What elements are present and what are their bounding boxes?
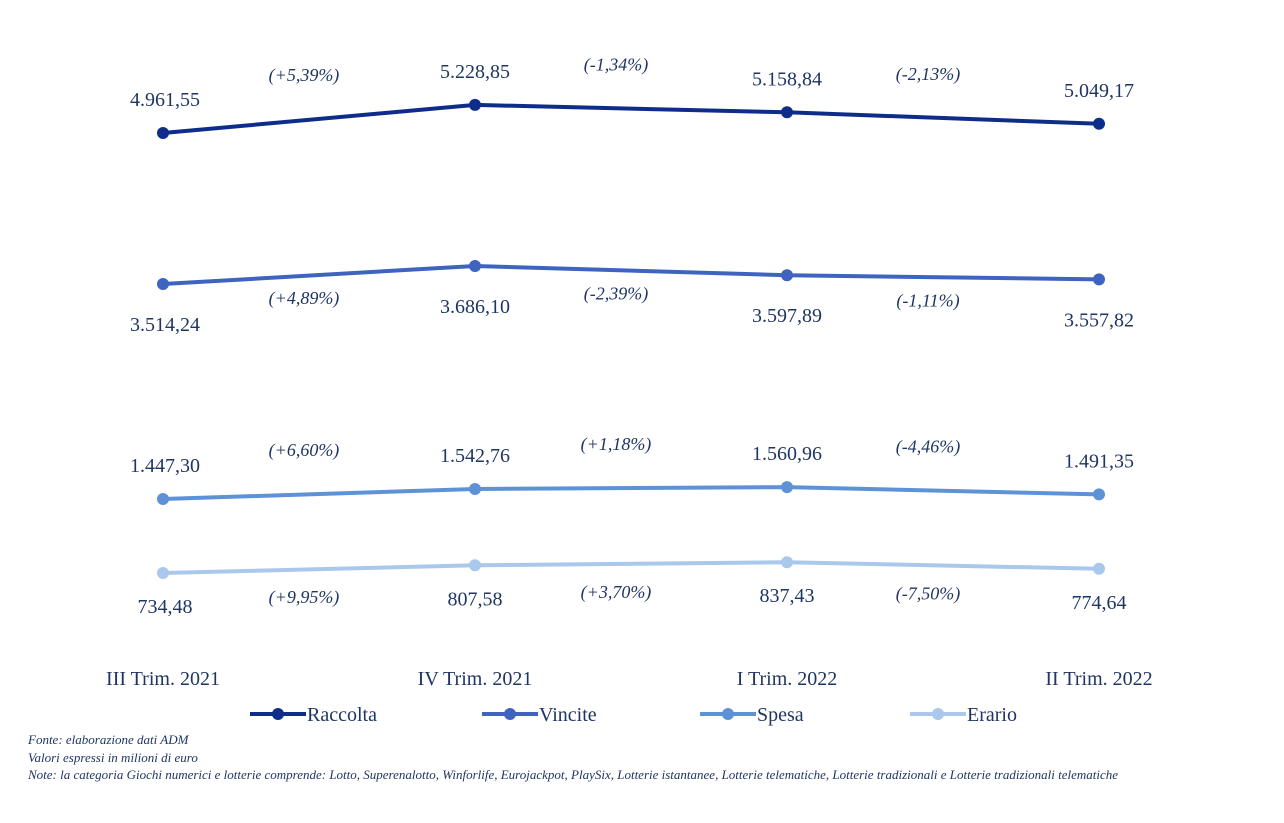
x-tick-label: III Trim. 2021 [106, 668, 220, 690]
series-line-raccolta [162, 102, 1100, 135]
data-label-raccolta: 4.961,55 [130, 89, 200, 111]
series-line-vincite [162, 263, 1100, 286]
data-point-raccolta [157, 127, 169, 139]
data-point-spesa [157, 493, 169, 505]
change-label-erario: (+3,70%) [581, 582, 652, 603]
data-label-erario: 807,58 [448, 588, 503, 610]
change-label-raccolta: (+5,39%) [269, 65, 340, 86]
legend-label-spesa: Spesa [757, 704, 804, 726]
series-line-erario [162, 560, 1100, 575]
data-label-raccolta: 5.228,85 [440, 61, 510, 83]
data-label-raccolta: 5.158,84 [752, 68, 822, 90]
data-label-erario: 734,48 [138, 596, 193, 618]
data-point-vincite [469, 260, 481, 272]
series-line-spesa [162, 485, 1100, 501]
legend-label-erario: Erario [967, 704, 1017, 726]
legend-marker-spesa [722, 708, 734, 720]
x-tick-label: IV Trim. 2021 [418, 668, 533, 690]
data-point-erario [157, 567, 169, 579]
data-point-vincite [157, 278, 169, 290]
data-point-raccolta [1093, 117, 1105, 130]
chart-notes: Fonte: elaborazione dati ADM Valori espr… [28, 731, 1278, 784]
data-label-vincite: 3.514,24 [130, 314, 200, 336]
change-label-spesa: (-4,46%) [896, 437, 960, 458]
change-label-raccolta: (-2,13%) [896, 64, 960, 85]
change-label-spesa: (+6,60%) [269, 440, 340, 461]
data-point-raccolta [469, 98, 481, 111]
legend-marker-erario [932, 708, 944, 720]
change-label-vincite: (-2,39%) [584, 284, 648, 305]
data-point-erario [469, 559, 481, 572]
data-point-spesa [781, 481, 793, 494]
data-point-vincite [781, 269, 793, 282]
x-tick-label: I Trim. 2022 [737, 668, 838, 690]
data-point-spesa [1093, 488, 1105, 501]
data-point-raccolta [781, 106, 793, 119]
change-label-vincite: (+4,89%) [269, 288, 340, 309]
data-label-vincite: 3.686,10 [440, 296, 510, 318]
legend-marker-raccolta [272, 708, 284, 720]
category-note: Note: la categoria Giochi numerici e lot… [28, 767, 1119, 782]
data-point-erario [1093, 562, 1105, 575]
data-label-vincite: 3.557,82 [1064, 309, 1134, 331]
legend-label-raccolta: Raccolta [307, 704, 377, 726]
legend-label-vincite: Vincite [539, 704, 597, 726]
change-label-spesa: (+1,18%) [581, 434, 652, 455]
data-label-spesa: 1.491,35 [1064, 450, 1134, 472]
source-note: Fonte: elaborazione dati ADM [28, 732, 189, 747]
data-point-spesa [469, 483, 481, 495]
data-label-spesa: 1.560,96 [752, 443, 822, 465]
change-label-raccolta: (-1,34%) [584, 55, 648, 76]
data-label-spesa: 1.447,30 [130, 455, 200, 477]
data-label-erario: 774,64 [1072, 592, 1127, 614]
units-note: Valori espressi in milioni di euro [28, 749, 198, 765]
change-label-erario: (+9,95%) [269, 587, 340, 608]
data-point-erario [781, 556, 793, 569]
data-label-vincite: 3.597,89 [752, 305, 822, 327]
data-label-spesa: 1.542,76 [440, 445, 510, 467]
data-point-vincite [1093, 273, 1105, 286]
change-label-erario: (-7,50%) [896, 584, 960, 605]
legend-marker-vincite [504, 708, 516, 720]
data-label-raccolta: 5.049,17 [1064, 80, 1134, 102]
data-label-erario: 837,43 [760, 585, 815, 607]
change-label-vincite: (-1,11%) [896, 290, 959, 311]
x-tick-label: II Trim. 2022 [1045, 668, 1152, 690]
